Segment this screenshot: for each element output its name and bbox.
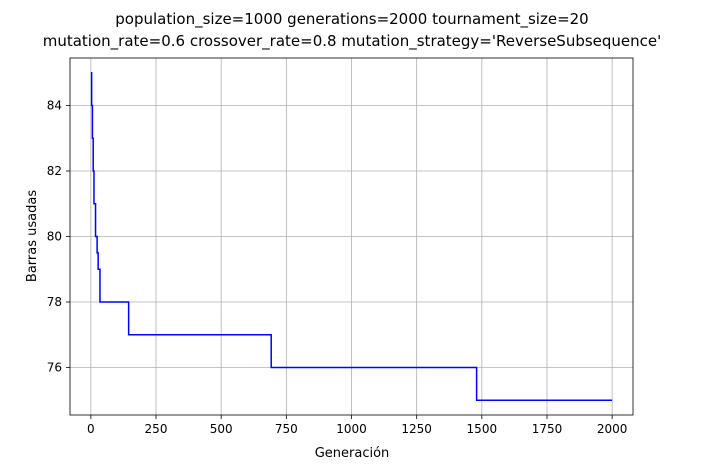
x-tick-label: 750: [275, 422, 298, 436]
y-axis-label: Barras usadas: [25, 190, 40, 282]
grid: [70, 58, 633, 415]
x-axis-label: Generación: [315, 446, 390, 461]
plot-area: [90, 71, 613, 402]
y-tick-label: 84: [47, 98, 62, 112]
x-tick-label: 500: [210, 422, 233, 436]
chart-title-line-2: mutation_rate=0.6 crossover_rate=0.8 mut…: [43, 32, 662, 51]
x-tick-label: 1750: [532, 422, 563, 436]
x-axis-ticks: 0 250 500 750 1000 1250 1500 1750 2000: [87, 415, 627, 436]
x-tick-label: 250: [145, 422, 168, 436]
x-tick-label: 0: [87, 422, 95, 436]
x-tick-label: 1250: [401, 422, 432, 436]
y-tick-label: 78: [47, 295, 62, 309]
chart-title-line-1: population_size=1000 generations=2000 to…: [115, 10, 588, 29]
y-tick-label: 82: [47, 164, 62, 178]
x-tick-label: 1500: [467, 422, 498, 436]
y-tick-label: 76: [47, 361, 62, 375]
x-tick-label: 2000: [597, 422, 628, 436]
series-line: [90, 71, 613, 402]
y-tick-label: 80: [47, 230, 62, 244]
y-axis-ticks: 76 78 80 82 84: [47, 98, 70, 375]
x-tick-label: 1000: [336, 422, 367, 436]
